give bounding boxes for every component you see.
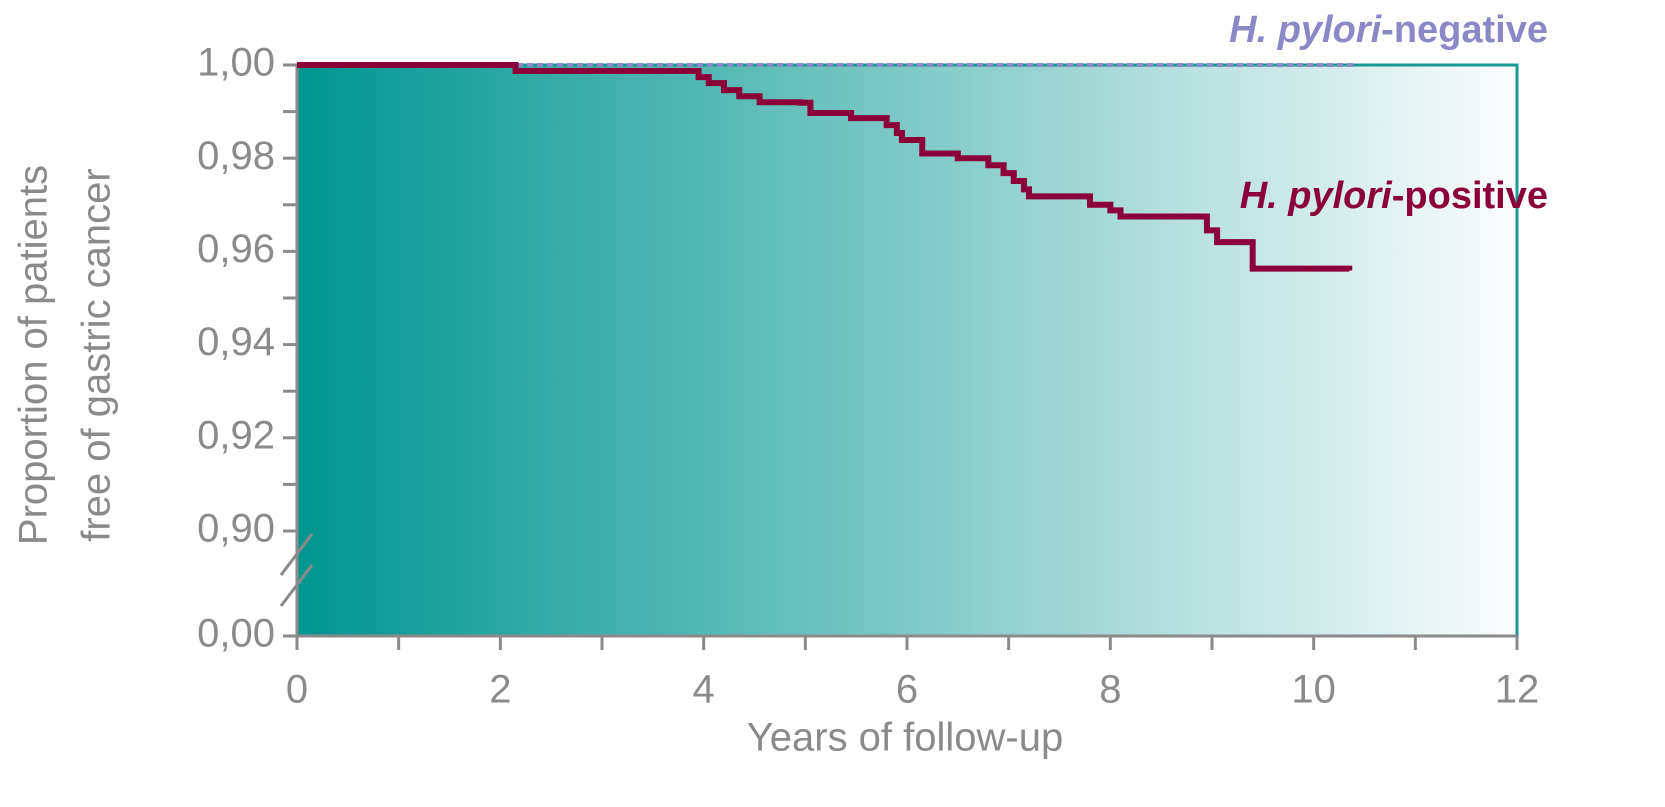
x-tick-label: 6 [896, 668, 918, 712]
x-tick-label: 4 [693, 668, 715, 712]
x-axis-title: Years of follow-up [747, 716, 1063, 760]
series-label: H. pylori-negative [1229, 9, 1548, 51]
y-tick-label: 0,96 [197, 227, 275, 271]
y-axis-title: free of gastric cancer [75, 168, 119, 542]
y-tick-label: 0,92 [197, 413, 275, 457]
plot-area [295, 63, 1519, 638]
series-label-italic: H. pylori [1240, 175, 1393, 217]
x-tick-label: 0 [286, 668, 308, 712]
y-tick-label: 0,94 [197, 320, 275, 364]
series-label-rest: -positive [1392, 175, 1548, 217]
x-tick-label: 12 [1495, 668, 1540, 712]
y-tick-label: 0,98 [197, 134, 275, 178]
x-tick-label: 10 [1291, 668, 1336, 712]
y-tick-label: 1,00 [197, 41, 275, 85]
series-label-italic: H. pylori [1229, 9, 1382, 51]
series-label: H. pylori-positive [1240, 175, 1548, 217]
y-tick-label: 0,00 [197, 612, 275, 656]
axis-break [279, 533, 314, 576]
survival-line [297, 62, 1353, 272]
y-axis-title: Proportion of patients [12, 165, 56, 545]
y-tick-label: 0,90 [197, 507, 275, 551]
axis-break [279, 564, 314, 607]
x-tick-label: 2 [489, 668, 511, 712]
x-tick-label: 8 [1099, 668, 1121, 712]
series-label-rest: -negative [1381, 9, 1548, 51]
